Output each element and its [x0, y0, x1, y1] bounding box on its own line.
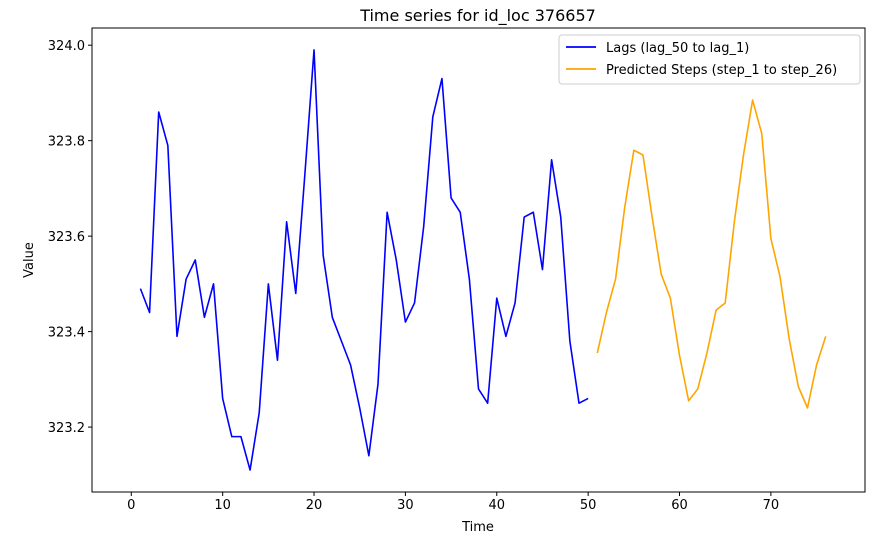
- legend-label-2: Predicted Steps (step_1 to step_26): [606, 63, 837, 78]
- x-axis-ticks: 0 10 20 30 40 50 60 70: [127, 492, 779, 513]
- x-axis-label: Time: [461, 520, 494, 535]
- y-tick-label: 323.2: [48, 421, 85, 436]
- y-tick-label: 323.4: [48, 326, 85, 341]
- series-layer: [139, 49, 827, 471]
- plot-area: 0 10 20 30 40 50 60 70 323.2 323.4 323.6 323.8 324.…: [48, 27, 866, 513]
- x-tick-label: 30: [397, 498, 414, 513]
- x-tick-label: 60: [671, 498, 688, 513]
- legend: Lags (lag_50 to lag_1) Predicted Steps (s…: [558, 34, 861, 85]
- x-tick-label: 20: [306, 498, 323, 513]
- plot-frame: [91, 27, 866, 493]
- series-line-1: [139, 49, 589, 471]
- chart-title: Time series for id_loc 376657: [359, 6, 596, 26]
- y-tick-label: 324.0: [48, 39, 85, 54]
- legend-label-1: Lags (lag_50 to lag_1): [606, 41, 749, 56]
- series-line-2: [596, 99, 827, 409]
- x-tick-label: 50: [580, 498, 597, 513]
- y-axis-label: Value: [22, 242, 37, 278]
- legend-items: Lags (lag_50 to lag_1) Predicted Steps (s…: [566, 41, 837, 78]
- y-axis-ticks: 323.2 323.4 323.6 323.8 324.0: [48, 39, 92, 436]
- x-tick-label: 10: [214, 498, 231, 513]
- x-tick-label: 70: [763, 498, 780, 513]
- y-tick-label: 323.8: [48, 135, 85, 150]
- legend-frame: [558, 34, 861, 85]
- x-tick-label: 0: [127, 498, 135, 513]
- x-tick-label: 40: [489, 498, 506, 513]
- y-tick-label: 323.6: [48, 230, 85, 245]
